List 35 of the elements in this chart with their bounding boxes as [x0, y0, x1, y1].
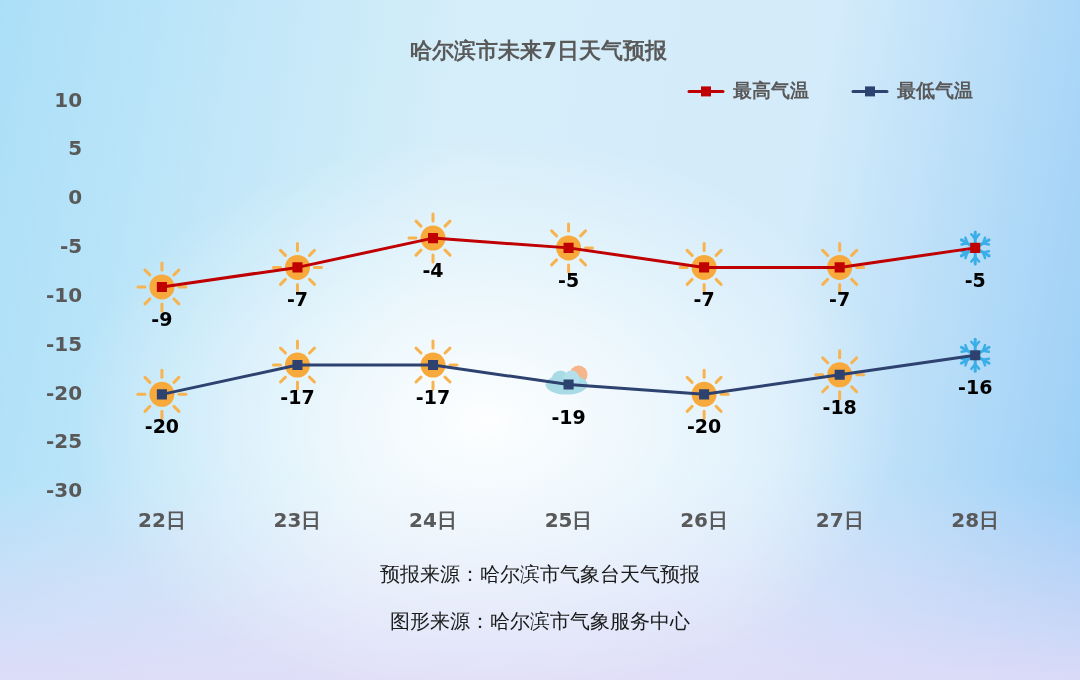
- x-tick-label: 22日: [137, 508, 186, 533]
- y-tick-label: 5: [68, 136, 83, 161]
- y-tick-label: -25: [45, 429, 83, 454]
- text: 图形来源：哈尔滨市气象服务中心: [390, 609, 690, 634]
- data-label: -18: [822, 395, 857, 418]
- data-label: -4: [422, 259, 444, 282]
- data-label: -5: [558, 268, 580, 291]
- x-tick-label: 26日: [680, 508, 729, 533]
- data-label: -17: [280, 385, 315, 408]
- x-tick-label: 23日: [273, 508, 322, 533]
- data-label: -5: [964, 268, 986, 291]
- data-label: -7: [286, 288, 309, 311]
- text: 预报来源：哈尔滨市气象台天气预报: [380, 562, 700, 587]
- y-tick-label: -20: [45, 380, 83, 405]
- data-label: -7: [829, 288, 851, 311]
- chart-title: 哈尔滨市未来7日天气预报: [409, 37, 669, 63]
- y-tick-label: -5: [59, 234, 83, 259]
- data-label: -17: [415, 385, 451, 408]
- data-label: -20: [144, 415, 180, 438]
- legend-label: 最高气温: [732, 79, 809, 102]
- data-label: -9: [151, 307, 173, 330]
- data-label: -20: [686, 415, 722, 438]
- y-tick-label: 10: [54, 87, 83, 112]
- y-tick-label: -10: [45, 282, 83, 307]
- y-tick-label: -15: [45, 331, 83, 356]
- x-tick-label: 28日: [951, 508, 1000, 533]
- legend-label: 最低气温: [896, 79, 973, 102]
- data-label: -7: [693, 288, 715, 311]
- data-label: -16: [958, 376, 993, 399]
- y-tick-label: -30: [45, 478, 83, 503]
- x-tick-label: 25日: [544, 508, 593, 533]
- data-label: -19: [551, 405, 586, 428]
- y-tick-label: 0: [68, 185, 83, 210]
- x-tick-label: 24日: [409, 508, 457, 533]
- x-tick-label: 27日: [815, 508, 864, 533]
